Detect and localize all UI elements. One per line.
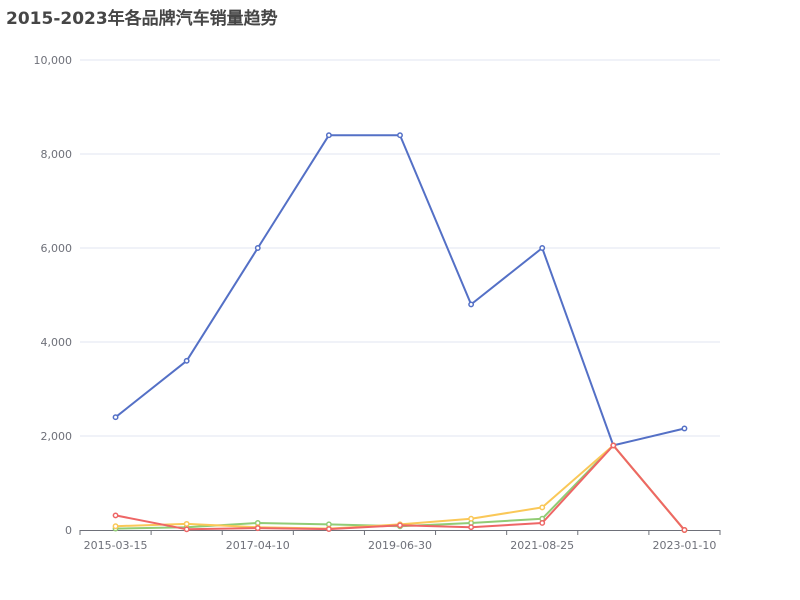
data-point	[112, 523, 119, 530]
data-point	[610, 442, 617, 449]
y-tick-label: 4,000	[41, 336, 73, 349]
y-tick-label: 10,000	[34, 54, 73, 67]
axes	[79, 530, 721, 535]
y-tick-label: 6,000	[41, 242, 73, 255]
data-point	[112, 512, 119, 519]
data-point	[254, 525, 261, 532]
series-4	[112, 442, 688, 533]
data-point	[254, 245, 261, 251]
data-point	[183, 520, 190, 527]
x-tick-label: 2019-06-30	[368, 539, 432, 552]
data-point	[681, 527, 688, 533]
y-tick-label: 8,000	[41, 148, 73, 161]
data-point	[397, 132, 403, 139]
data-point	[183, 526, 190, 533]
tick-labels: 0 2,000 4,000 6,000 8,000 10,000 2015-03-15 201…	[34, 54, 717, 552]
y-tick-label: 2,000	[41, 430, 73, 443]
series-line	[114, 134, 685, 447]
data-point	[325, 526, 332, 533]
data-point	[539, 520, 546, 526]
data-point	[112, 414, 119, 421]
series-3	[112, 442, 688, 533]
series-1	[112, 132, 688, 449]
data-point	[539, 504, 546, 511]
grid-lines	[80, 59, 720, 437]
data-point	[539, 245, 546, 251]
data-point	[325, 132, 332, 139]
x-tick-label: 2023-01-10	[652, 539, 716, 552]
data-point	[468, 524, 475, 531]
series-group	[112, 132, 688, 533]
data-point	[681, 425, 688, 432]
x-tick-label: 2015-03-15	[84, 539, 148, 552]
data-point	[183, 357, 190, 364]
y-tick-label: 0	[65, 524, 72, 537]
data-point	[468, 515, 475, 522]
data-point	[397, 522, 403, 529]
series-line	[115, 444, 686, 531]
chart-title: 2015-2023年各品牌汽车销量趋势	[6, 9, 278, 29]
x-tick-label: 2017-04-10	[226, 539, 290, 552]
data-point	[468, 301, 475, 308]
x-tick-label: 2021-08-25	[510, 539, 574, 552]
